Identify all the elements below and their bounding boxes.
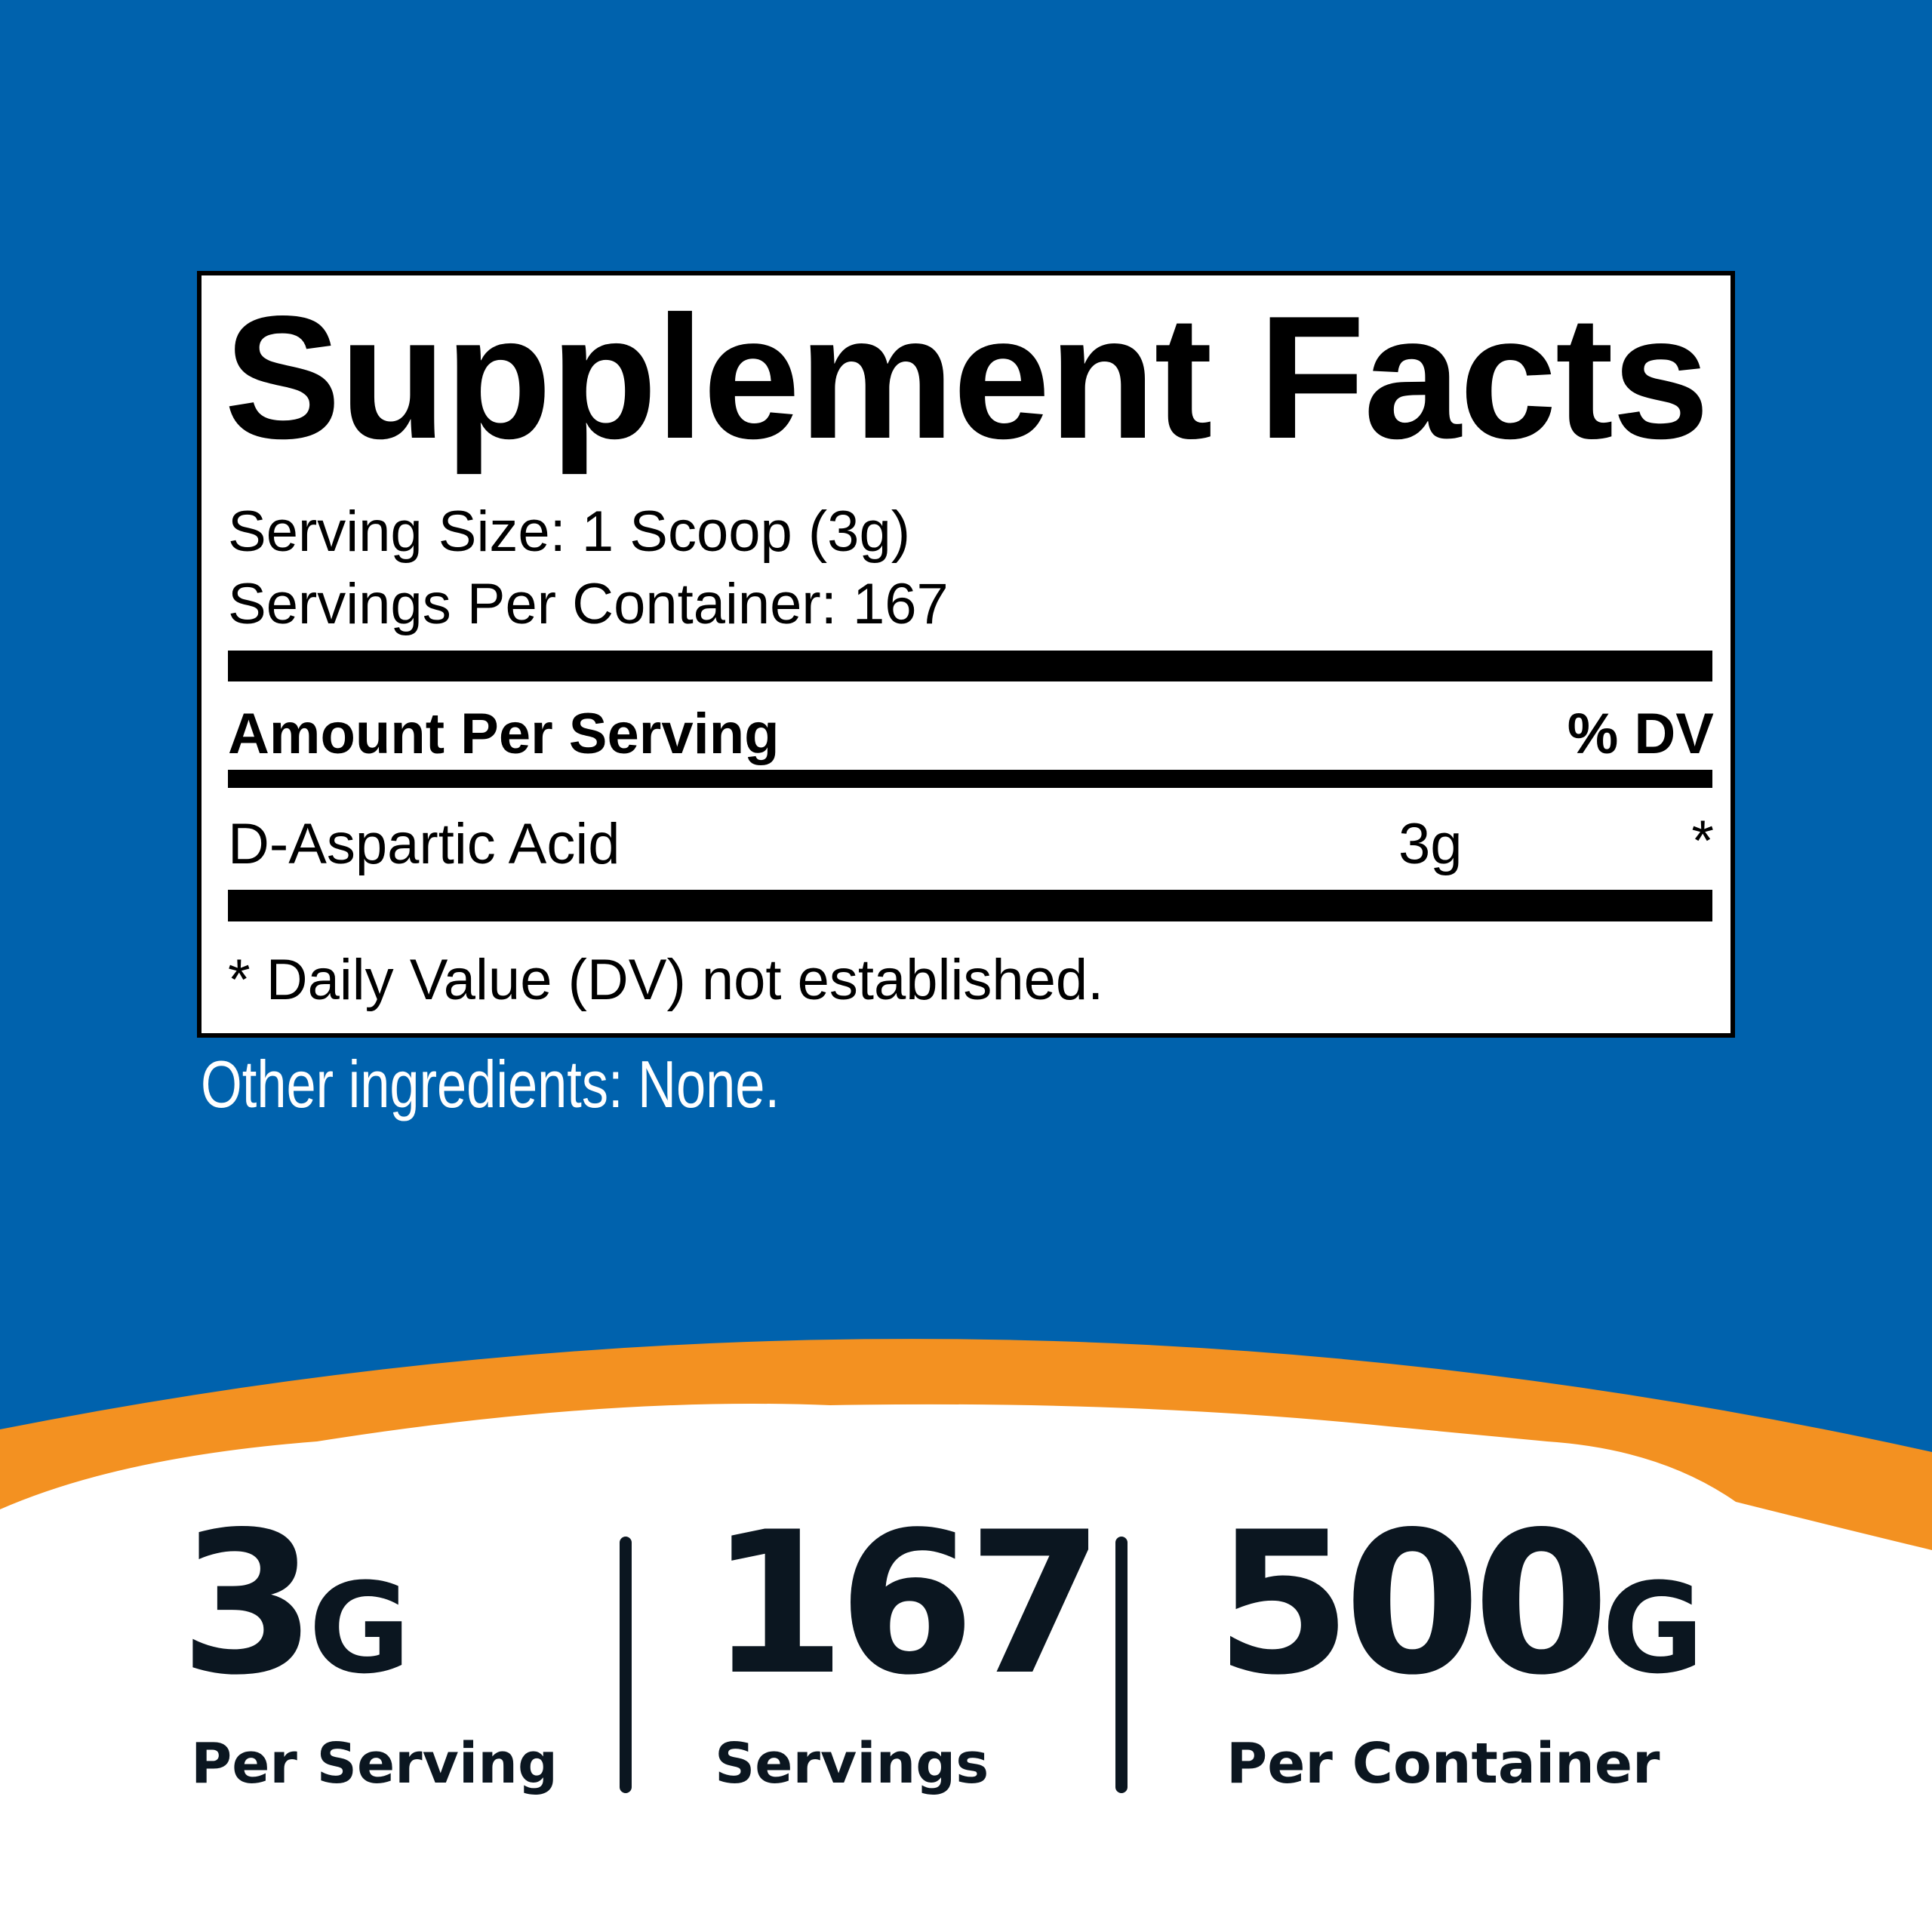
ingredient-name: D-Aspartic Acid xyxy=(228,812,620,876)
servings-per-container: Servings Per Container: 167 xyxy=(228,572,949,636)
stat-caption: Per Container xyxy=(1226,1731,1660,1796)
stat-value: 167 xyxy=(709,1491,1104,1718)
panel-title: Supplement Facts xyxy=(224,280,1709,475)
stat-caption: Servings xyxy=(715,1731,989,1796)
ingredient-amount: 3g xyxy=(1398,812,1463,876)
footnote: * Daily Value (DV) not established. xyxy=(228,948,1104,1012)
supplement-facts-panel: Supplement Facts Serving Size: 1 Scoop (… xyxy=(197,271,1735,1038)
stat-value: 3 xyxy=(180,1491,316,1718)
divider-thick xyxy=(228,651,1712,681)
stat-value: 500 xyxy=(1215,1491,1610,1718)
stat-divider xyxy=(620,1537,632,1793)
divider-thick xyxy=(228,890,1712,921)
stat-caption: Per Serving xyxy=(191,1731,558,1796)
white-base xyxy=(0,1404,1932,1932)
amount-per-serving-header: Amount Per Serving xyxy=(228,702,780,766)
other-ingredients: Other ingredients: None. xyxy=(201,1047,780,1121)
divider-medium xyxy=(228,770,1712,788)
dv-header: % DV xyxy=(1567,702,1714,766)
stat-divider xyxy=(1115,1537,1128,1793)
ingredient-dv: * xyxy=(1691,809,1714,873)
stat-unit: G xyxy=(1601,1556,1705,1701)
stat-unit: G xyxy=(308,1556,411,1701)
serving-size: Serving Size: 1 Scoop (3g) xyxy=(228,500,911,564)
